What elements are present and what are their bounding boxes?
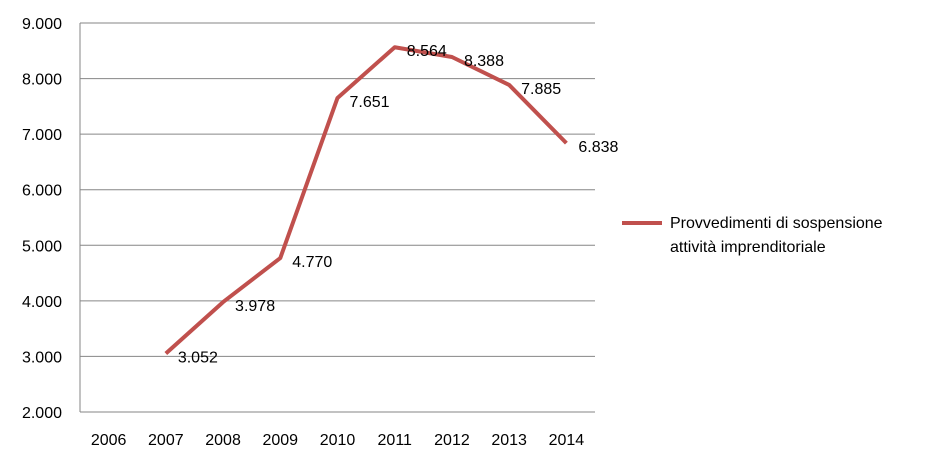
- legend: Provvedimenti di sospensione attività imp…: [622, 215, 883, 256]
- y-tick-label: 5.000: [22, 238, 62, 255]
- x-tick-label: 2010: [320, 432, 356, 449]
- legend-label-line-2: attività imprenditoriale: [670, 239, 826, 256]
- x-axis-tick-labels: 2006 2007 2008 2009 2010 2011 2012 2013 2014: [91, 432, 584, 449]
- x-tick-label: 2006: [91, 432, 127, 449]
- data-label: 4.770: [292, 254, 332, 271]
- x-tick-label: 2014: [549, 432, 585, 449]
- y-tick-label: 8.000: [22, 72, 62, 89]
- y-tick-label: 2.000: [22, 405, 62, 422]
- data-label: 7.885: [521, 81, 561, 98]
- series-lines: [164, 45, 568, 356]
- data-label: 7.651: [350, 94, 390, 111]
- y-tick-label: 4.000: [22, 294, 62, 311]
- data-label: 8.564: [407, 43, 447, 60]
- data-label: 6.838: [578, 139, 618, 156]
- x-tick-label: 2012: [434, 432, 470, 449]
- x-tick-label: 2009: [262, 432, 298, 449]
- data-label: 3.052: [178, 350, 218, 367]
- x-tick-label: 2011: [378, 432, 413, 449]
- gridlines: [80, 22, 595, 413]
- data-label: 8.388: [464, 53, 504, 70]
- y-tick-label: 9.000: [22, 16, 62, 33]
- y-axis-tick-labels: 2.000 3.000 4.000 5.000 6.000 7.000 8.000 9.000: [22, 16, 62, 422]
- x-tick-label: 2008: [205, 432, 241, 449]
- y-tick-label: 6.000: [22, 183, 62, 200]
- data-label: 3.978: [235, 298, 275, 315]
- x-tick-label: 2013: [491, 432, 527, 449]
- series-line: [164, 45, 568, 356]
- legend-label-line-1: Provvedimenti di sospensione: [670, 215, 883, 232]
- x-tick-label: 2007: [148, 432, 184, 449]
- y-tick-label: 7.000: [22, 127, 62, 144]
- data-labels: 3.052 3.978 4.770 7.651 8.564 8.388 7.885 6.838: [178, 43, 619, 366]
- y-tick-label: 3.000: [22, 349, 62, 366]
